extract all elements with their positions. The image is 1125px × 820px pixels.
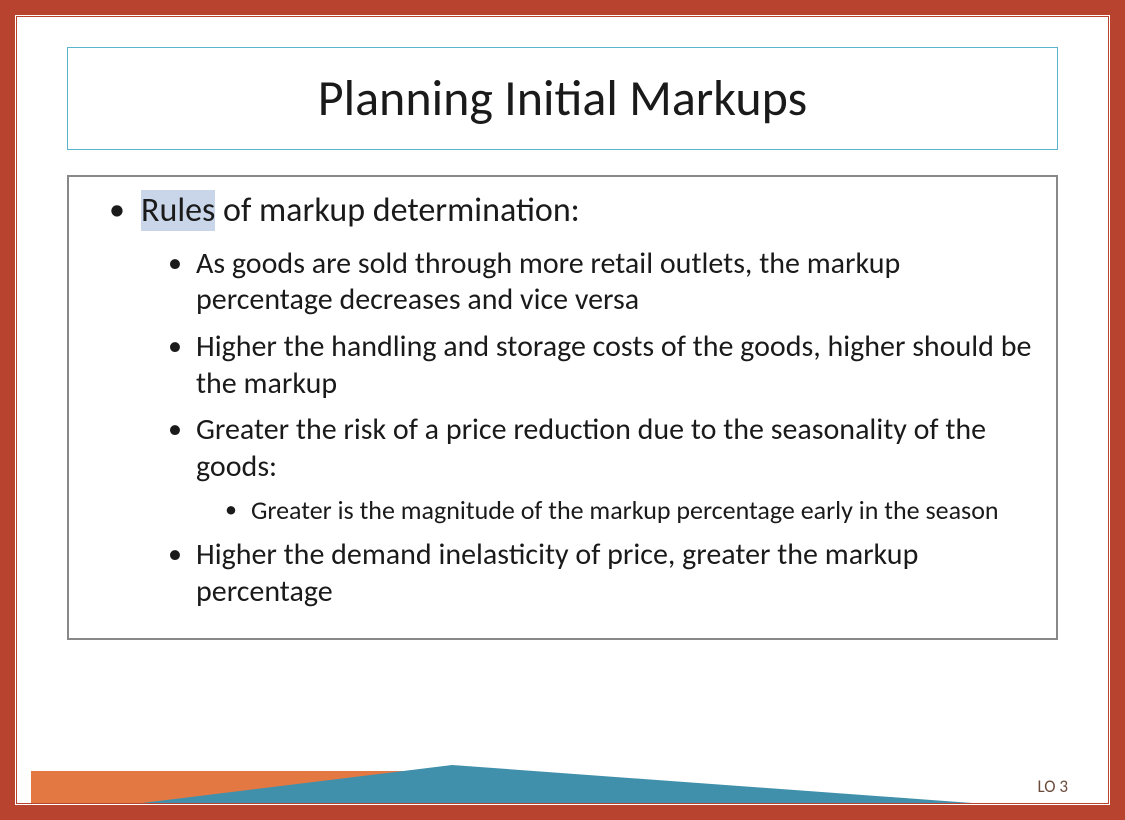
sub-bullet: As goods are sold through more retail ou… <box>196 246 1034 319</box>
footer-blue-triangle <box>142 765 972 803</box>
sub-bullet: Higher the handling and storage costs of… <box>196 329 1034 402</box>
main-bullet-rest: of markup determination: <box>215 190 579 231</box>
sub-bullet-text: Greater the risk of a price reduction du… <box>196 411 986 485</box>
main-bullet: Rules of markup determination: As goods … <box>141 191 1034 610</box>
slide-outer-frame: Planning Initial Markups Rules of markup… <box>0 0 1125 820</box>
learning-objective-label: LO 3 <box>1038 776 1069 797</box>
bullet-list-level1: Rules of markup determination: As goods … <box>91 191 1034 610</box>
bullet-list-level3: Greater is the magnitude of the markup p… <box>196 495 1034 527</box>
title-container: Planning Initial Markups <box>67 47 1058 150</box>
content-container: Rules of markup determination: As goods … <box>67 175 1058 640</box>
footer-decoration <box>17 763 1108 803</box>
sub-sub-bullet: Greater is the magnitude of the markup p… <box>251 495 1034 527</box>
bullet-list-level2: As goods are sold through more retail ou… <box>141 246 1034 610</box>
sub-bullet: Greater the risk of a price reduction du… <box>196 412 1034 527</box>
sub-bullet: Higher the demand inelasticity of price,… <box>196 537 1034 610</box>
slide-inner-frame: Planning Initial Markups Rules of markup… <box>14 14 1111 806</box>
highlighted-word: Rules <box>141 190 215 231</box>
slide-title: Planning Initial Markups <box>98 68 1027 129</box>
